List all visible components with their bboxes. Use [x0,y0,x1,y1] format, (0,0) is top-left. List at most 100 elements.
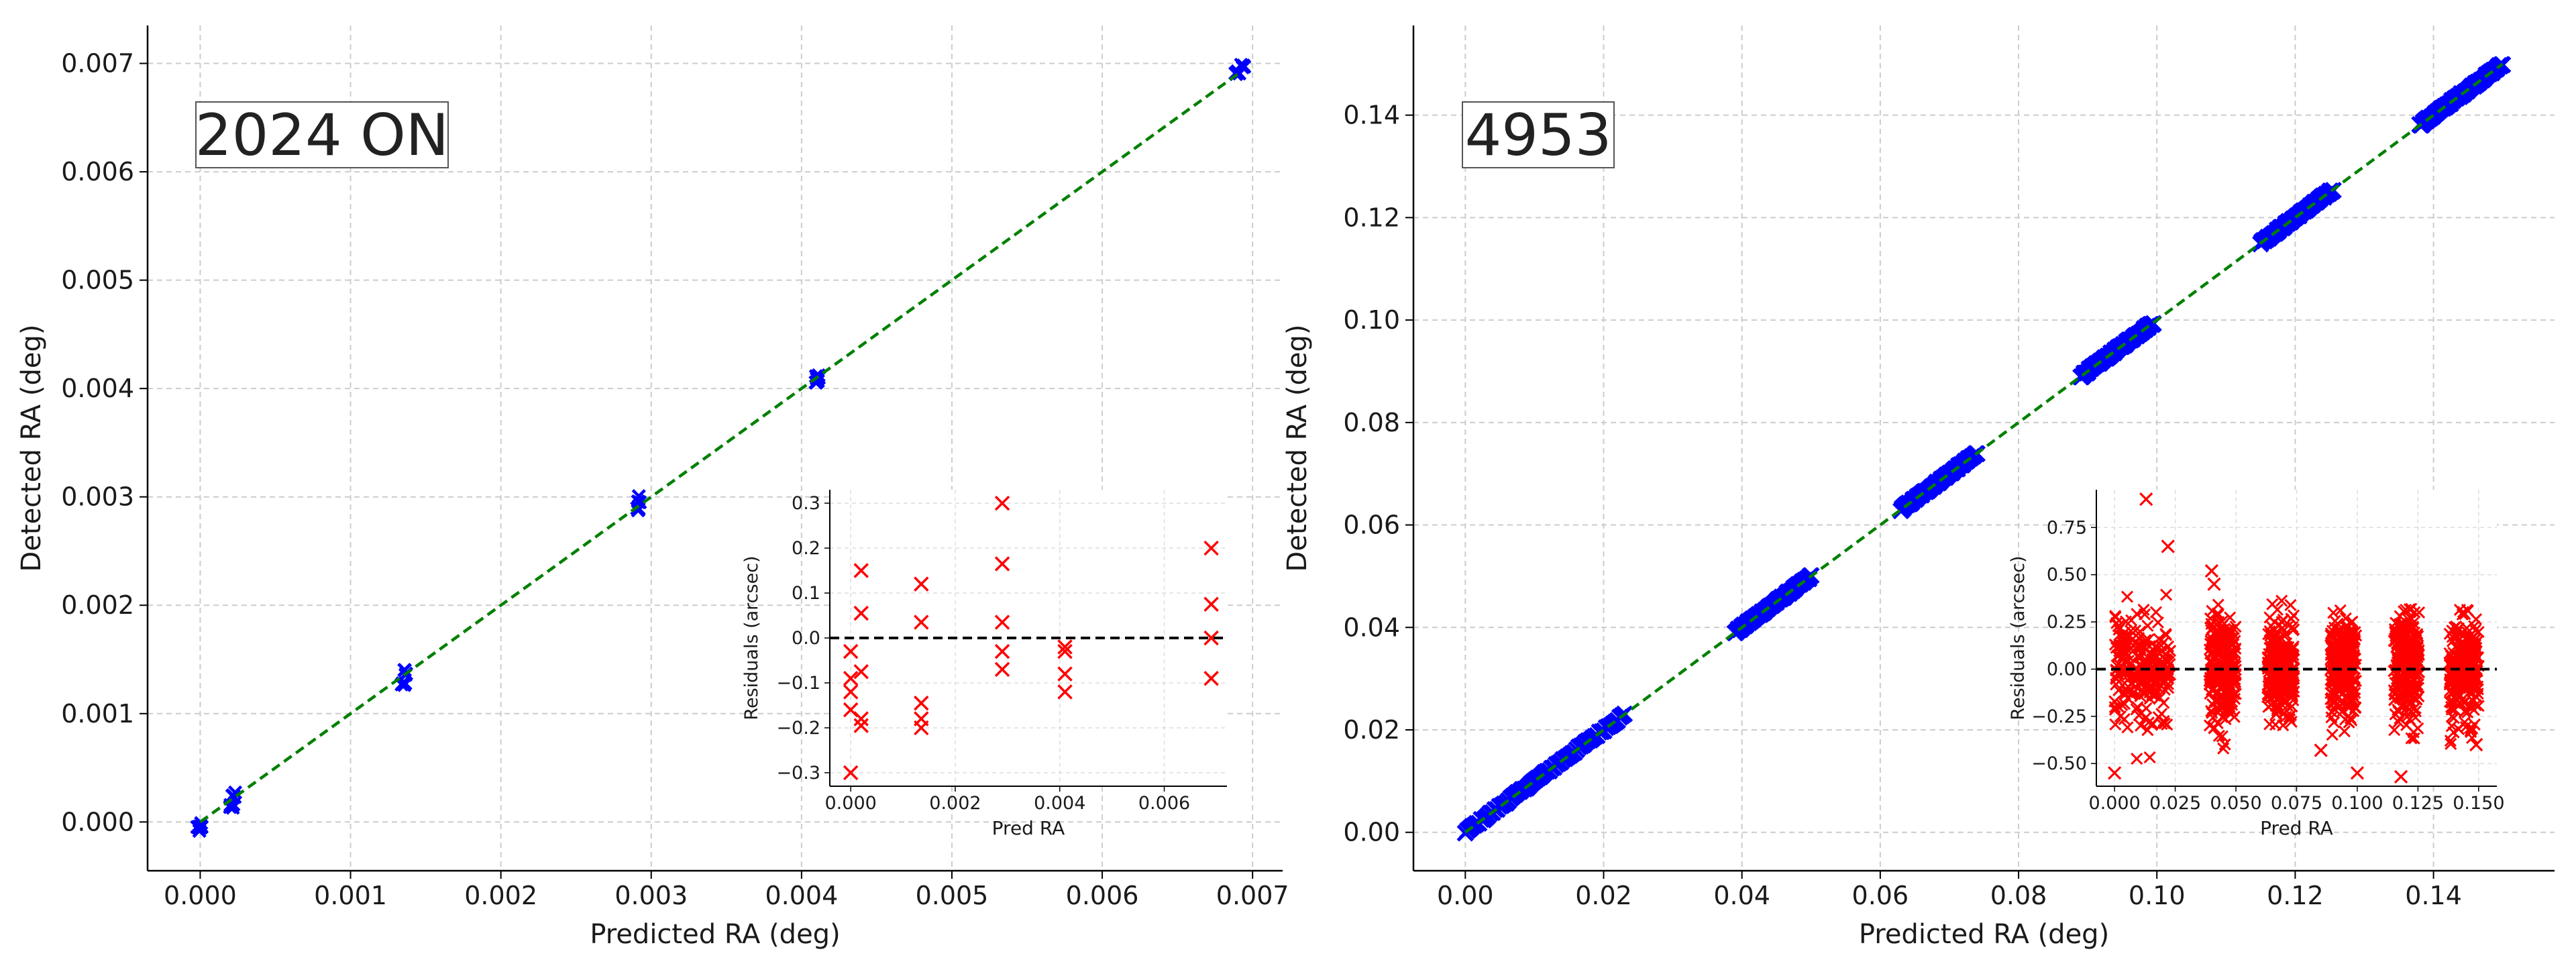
y-tick-label: 0.00 [1343,818,1400,847]
residual-point [2339,642,2351,655]
residual-point [2350,766,2365,780]
annotation-label: 4953 [1465,102,1612,169]
y-tick-label: 0.04 [1343,612,1400,642]
residual-point [1057,639,1073,655]
residual-point [2343,716,2355,729]
residual-point [2149,606,2162,619]
inset-x-tick-label: 0.050 [2210,793,2261,814]
residual-point [2151,616,2164,629]
residual-point [2469,737,2483,752]
residual-point [2281,651,2294,664]
residual-point [994,643,1010,659]
residual-point [2125,688,2138,701]
residual-point [853,563,869,578]
residual-point [2157,696,2170,709]
residual-point [2114,710,2127,722]
residual-point [2269,700,2282,712]
residual-point [2209,650,2222,663]
residual-point [2325,692,2338,704]
y-tick-label: 0.000 [61,807,134,837]
inset-x-tick-label: 0.125 [2392,793,2444,814]
residual-point [2263,682,2275,695]
residual-point [914,576,929,592]
residual-point [2331,654,2345,667]
residual-point [2469,613,2483,626]
residual-point [2155,639,2167,652]
x-tick-label: 0.00 [1437,881,1494,910]
residual-point [2453,722,2465,735]
residual-point [2288,685,2300,698]
inset-y-tick-label: −0.50 [2031,753,2087,774]
residual-point [2346,696,2359,708]
residual-point [2279,628,2292,641]
residual-point [2459,670,2471,683]
inset-x-tick-label: 0.150 [2453,793,2504,814]
residual-point [2265,672,2277,684]
residual-point [994,661,1010,678]
residual-point [2327,606,2340,619]
residual-point [2445,737,2457,751]
inset-y-tick-label: 0.00 [2047,659,2087,680]
residual-point [2161,539,2175,553]
data-point [225,800,240,815]
residual-point [2139,492,2153,506]
residual-point [2222,649,2235,662]
inset-x-tick-label: 0.006 [1138,793,1190,814]
inset-x-tick-label: 0.000 [2088,793,2140,814]
residual-point [2393,618,2406,631]
residual-point [2328,635,2341,647]
y-tick-label: 0.10 [1343,305,1400,335]
residual-point [2219,712,2232,726]
residual-point [2204,564,2218,578]
residual-point [2112,620,2125,633]
x-tick-label: 0.02 [1575,881,1632,910]
residual-point [1203,671,1219,686]
x-tick-label: 0.001 [314,881,387,910]
inset-main2: 0.000 0.025 0.050 0.075 0.100 0.125 0.150 0.75 0… [2008,490,2505,839]
residual-point [2208,722,2220,735]
y-tick-label: 0.005 [61,266,134,295]
y-tick-label: 0.004 [61,374,134,403]
residual-point [2110,672,2123,684]
residual-point [2124,670,2137,683]
residual-point [2455,637,2467,649]
inset-x-tick-label: 0.100 [2331,793,2383,814]
residual-point [2143,751,2156,763]
x-tick-label: 0.14 [2405,881,2462,910]
x-tick-label: 0.007 [1216,881,1289,910]
residual-point [2327,653,2340,666]
residual-point [2284,598,2297,611]
residual-point [2464,724,2477,737]
residual-point [2133,709,2145,722]
inset-y-axis-label: Residuals (arcsec) [741,555,762,720]
inset-y-tick-label: 0.25 [2047,612,2087,633]
annotation-box [1462,101,1615,168]
residual-point [2204,612,2216,625]
inset-y-tick-label: −0.25 [2031,706,2087,727]
residual-point [2396,700,2409,712]
residual-point [2467,665,2479,678]
residual-point [2203,678,2216,691]
data-point [193,820,208,835]
residual-point [2342,626,2355,639]
residual-point [2220,635,2233,647]
residual-point [914,695,929,711]
residual-point [2137,603,2150,616]
x-tick-label: 0.004 [765,881,838,910]
residual-point [2228,710,2241,723]
residual-point [2116,630,2129,643]
residual-point [2467,704,2480,716]
residual-point [2328,716,2341,729]
residual-point [853,718,869,733]
inset-x-axis-label: Pred RA [2260,817,2333,839]
y-tick-label: 0.02 [1343,715,1400,745]
y-tick-label: 0.003 [61,482,134,512]
residual-point [2266,598,2279,610]
residual-point [2342,621,2355,633]
residual-point [2398,690,2411,702]
residual-point [2116,649,2130,662]
inset-x-axis-label: Pred RA [992,817,1065,839]
residual-point [2118,639,2131,651]
residual-point [2220,680,2233,692]
residual-point [2263,718,2276,731]
